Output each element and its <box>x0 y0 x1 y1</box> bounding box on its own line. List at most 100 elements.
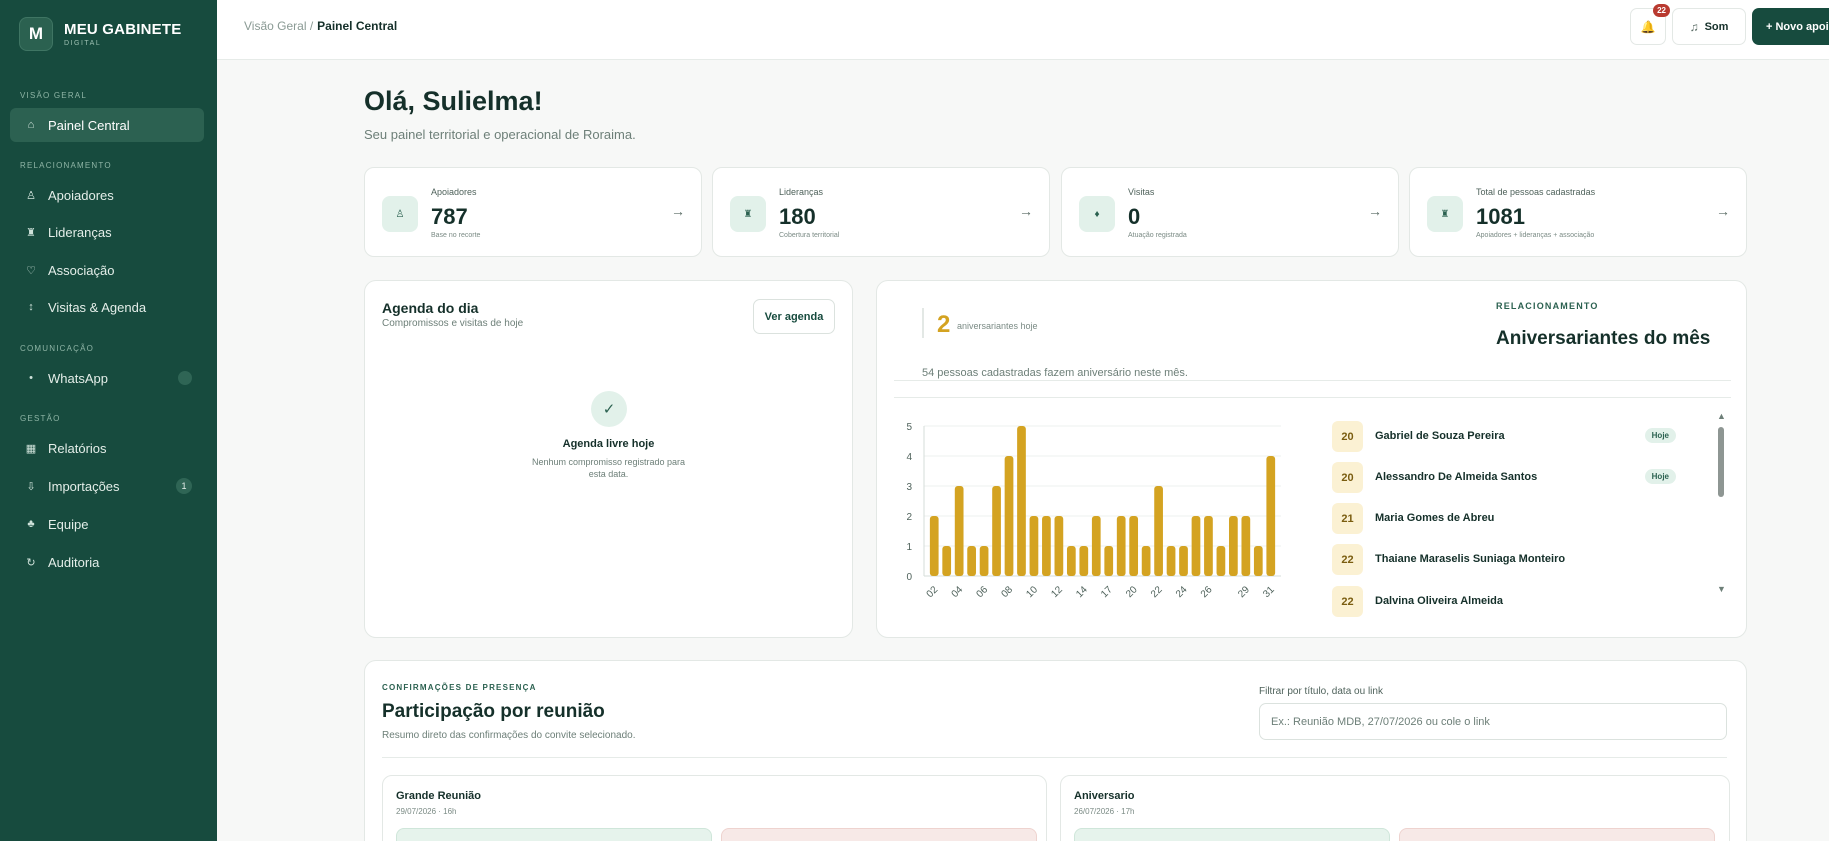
sidebar-item-associacao[interactable]: ♡ Associação <box>10 253 204 287</box>
declined-summary-box <box>721 828 1037 841</box>
meeting-title: Grande Reunião <box>396 790 481 802</box>
scroll-down-icon[interactable]: ▼ <box>1717 584 1726 594</box>
sound-button[interactable]: ♫ Som <box>1672 8 1746 45</box>
bar-20 <box>1129 516 1139 576</box>
bar-24 <box>1179 546 1188 576</box>
list-item[interactable]: 21 Maria Gomes de Abreu <box>1332 503 1702 535</box>
bar-11 <box>1042 516 1051 576</box>
pin-icon: ↕ <box>28 301 34 313</box>
breadcrumb-root[interactable]: Visão Geral / <box>244 19 314 33</box>
person-icon: ♙ <box>382 196 418 232</box>
bar-22 <box>1154 486 1163 576</box>
page-subtitle: Seu painel territorial e operacional de … <box>364 127 636 142</box>
bar-23 <box>1166 546 1176 576</box>
filter-label: Filtrar por título, data ou link <box>1259 686 1383 697</box>
brand[interactable]: M MEU GABINETE DIGITAL <box>19 17 181 51</box>
home-icon: ⌂ <box>27 119 35 131</box>
scrollbar-thumb[interactable] <box>1718 427 1724 497</box>
scrollbar[interactable]: ▲ ▼ <box>1717 411 1726 596</box>
confirmations-subtitle: Resumo direto das confirmações do convit… <box>382 730 636 741</box>
stat-card-visitas[interactable]: ♦ Visitas 0 Atuação registrada → <box>1061 167 1399 257</box>
x-tick-label: 06 <box>974 584 990 600</box>
bar-21 <box>1141 546 1151 576</box>
x-tick-label: 12 <box>1049 584 1065 600</box>
list-item[interactable]: 20 Alessandro De Almeida Santos Hoje <box>1332 462 1702 494</box>
y-tick-label: 0 <box>906 572 912 583</box>
sidebar-item-label: Lideranças <box>48 224 112 240</box>
sidebar-item-apoiadores[interactable]: ♙ Apoiadores <box>10 178 204 212</box>
stat-note: Cobertura territorial <box>779 232 840 239</box>
y-tick-label: 5 <box>906 422 912 433</box>
stat-label: Apoiadores <box>431 187 477 197</box>
scroll-up-icon[interactable]: ▲ <box>1717 411 1726 421</box>
sidebar-item-painel-central[interactable]: ⌂ Painel Central <box>10 108 204 142</box>
x-tick-label: 24 <box>1174 584 1190 600</box>
bar-25 <box>1191 516 1201 576</box>
x-tick-label: 04 <box>950 584 966 600</box>
agenda-title: Agenda do dia <box>382 300 479 316</box>
meeting-card[interactable]: Grande Reunião 29/07/2026 · 16h <box>382 775 1047 841</box>
stat-card-total-pessoas[interactable]: ♜ Total de pessoas cadastradas 1081 Apoi… <box>1409 167 1747 257</box>
brand-name: MEU GABINETE <box>64 21 182 38</box>
stat-note: Base no recorte <box>431 232 481 239</box>
bar-06 <box>979 546 989 576</box>
person-name: Gabriel de Souza Pereira <box>1375 430 1505 442</box>
meeting-date: 29/07/2026 · 16h <box>396 807 457 816</box>
person-name: Dalvina Oliveira Almeida <box>1375 595 1503 607</box>
sidebar-item-equipe[interactable]: ♣ Equipe <box>10 507 204 541</box>
divider <box>922 308 924 338</box>
day-chip: 22 <box>1332 586 1363 617</box>
bell-icon: 🔔 <box>1640 19 1656 34</box>
check-icon: ✓ <box>591 391 627 427</box>
status-dot <box>178 371 192 385</box>
sidebar-item-visitas-agenda[interactable]: ↕ Visitas & Agenda <box>10 290 204 324</box>
filter-input[interactable] <box>1259 703 1727 740</box>
list-item[interactable]: 20 Gabriel de Souza Pereira Hoje <box>1332 421 1702 453</box>
notifications-button[interactable]: 🔔 22 <box>1630 4 1670 45</box>
sidebar: M MEU GABINETE DIGITAL VISÃO GERAL ⌂ Pai… <box>0 0 217 841</box>
section-label-gestao: GESTÃO <box>20 414 61 423</box>
stat-label: Lideranças <box>779 187 824 197</box>
sidebar-item-auditoria[interactable]: ↻ Auditoria <box>10 545 204 579</box>
person-name: Alessandro De Almeida Santos <box>1375 471 1538 483</box>
sidebar-item-whatsapp[interactable]: • WhatsApp <box>10 361 204 395</box>
sound-button-label: Som <box>1704 20 1729 33</box>
new-supporter-button[interactable]: + Novo apoiador <box>1752 8 1829 45</box>
bar-28 <box>1229 516 1238 576</box>
sidebar-item-relatorios[interactable]: ▦ Relatórios <box>10 431 204 465</box>
grid-icon: ▦ <box>25 442 37 455</box>
sidebar-item-label: Relatórios <box>48 440 107 456</box>
bar-17 <box>1104 546 1114 576</box>
bar-15 <box>1091 516 1101 576</box>
chat-icon: • <box>29 372 33 384</box>
bar-14 <box>1079 546 1089 576</box>
view-agenda-button[interactable]: Ver agenda <box>753 299 835 334</box>
agenda-subtitle: Compromissos e visitas de hoje <box>382 318 524 329</box>
list-item[interactable]: 22 Dalvina Oliveira Almeida <box>1332 586 1702 618</box>
x-tick-label: 08 <box>999 584 1015 600</box>
list-item[interactable]: 22 Thaiane Maraselis Suniaga Monteiro <box>1332 544 1702 576</box>
sidebar-item-liderancas[interactable]: ♜ Lideranças <box>10 215 204 249</box>
stat-card-liderancas[interactable]: ♜ Lideranças 180 Cobertura territorial → <box>712 167 1050 257</box>
x-tick-label: 02 <box>925 584 941 600</box>
bar-12 <box>1054 516 1064 576</box>
y-tick-label: 1 <box>906 542 912 553</box>
day-chip: 20 <box>1332 462 1363 493</box>
count-badge: 1 <box>176 478 192 494</box>
stat-card-apoiadores[interactable]: ♙ Apoiadores 787 Base no recorte → <box>364 167 702 257</box>
divider <box>382 757 1727 758</box>
confirmed-summary-box <box>396 828 712 841</box>
sidebar-item-importacoes[interactable]: ⇩ Importações 1 <box>10 469 204 503</box>
meeting-card[interactable]: Aniversario 26/07/2026 · 17h <box>1060 775 1730 841</box>
breadcrumb: Visão Geral / Painel Central <box>244 19 397 33</box>
agenda-panel: Agenda do dia Compromissos e visitas de … <box>364 280 853 638</box>
sidebar-item-label: Importações <box>48 478 120 494</box>
sidebar-item-label: Auditoria <box>48 554 100 570</box>
bar-02 <box>929 516 939 576</box>
page-title: Olá, Sulielma! <box>364 86 543 116</box>
y-tick-label: 3 <box>906 482 912 493</box>
section-eyebrow: CONFIRMAÇÕES DE PRESENÇA <box>382 683 537 692</box>
bar-30 <box>1253 546 1263 576</box>
section-label-visao-geral: VISÃO GERAL <box>20 91 87 100</box>
